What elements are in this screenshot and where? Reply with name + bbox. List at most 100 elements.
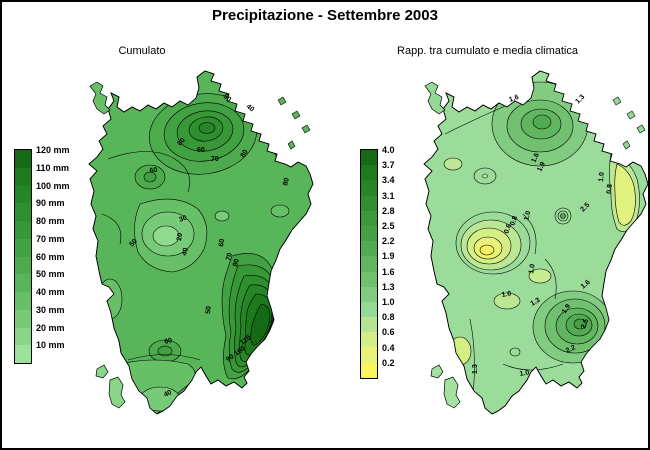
legend-swatch — [361, 362, 377, 378]
left-colorbar — [14, 149, 32, 364]
contour-label: 60 — [197, 147, 205, 154]
contour-label: 90 — [225, 353, 235, 363]
legend-label: 120 mm — [36, 145, 70, 155]
contour-label: 2.5 — [579, 202, 591, 214]
legend-label: 1.9 — [382, 251, 395, 262]
legend-swatch — [361, 225, 377, 242]
asinara-islet — [89, 81, 111, 115]
legend-swatch — [15, 221, 31, 239]
contour-label: 40 — [163, 389, 173, 399]
legend-swatch — [15, 292, 31, 310]
legend-label: 3.4 — [382, 175, 395, 186]
legend-label: 90 mm — [36, 198, 65, 209]
contour-label: 50 — [205, 306, 213, 314]
legend-swatch — [15, 185, 31, 204]
left-color-scale-legend: 120 mm 110 mm 100 mm 90 mm 80 mm 70 mm 60 mm 50… — [14, 145, 84, 365]
contour-label: 30 — [178, 215, 188, 224]
contour-label: 80 — [232, 258, 241, 267]
legend-swatch — [15, 203, 31, 221]
legend-swatch — [361, 317, 377, 333]
contour-label: 80 — [240, 149, 250, 159]
legend-swatch — [361, 180, 377, 196]
legend-swatch — [15, 256, 31, 275]
contour-label: 20 — [176, 232, 184, 241]
right-color-scale-legend: 4.0 3.7 3.4 3.1 2.8 2.5 2.2 1.9 1.6 1.3 1.0 0.8 0.6 0… — [360, 145, 430, 379]
contour-label: 1.0 — [519, 369, 530, 378]
legend-label: 1.3 — [382, 281, 395, 292]
legend-swatch — [361, 286, 377, 302]
legend-swatch — [15, 238, 31, 257]
contour-label: 40 — [245, 103, 256, 113]
legend-label: 1.6 — [382, 266, 395, 277]
legend-swatch — [361, 165, 377, 181]
contour-label: 1.3 — [530, 297, 542, 308]
legend-swatch — [15, 274, 31, 292]
contour-label: 80 — [282, 177, 291, 186]
contour-label: 60 — [149, 167, 158, 175]
contour-label: 70 — [211, 156, 219, 163]
legend-label: 1.0 — [382, 297, 395, 307]
legend-label: 20 mm — [36, 322, 65, 333]
legend-label: 2.2 — [382, 236, 395, 247]
sant-antioco-islet — [108, 376, 126, 409]
legend-label: 0.2 — [382, 357, 395, 368]
legend-swatch — [361, 256, 377, 272]
legend-label: 0.6 — [382, 327, 395, 338]
legend-swatch — [361, 271, 377, 287]
contour-label: 1.3 — [574, 94, 586, 106]
legend-label: 50 mm — [36, 269, 65, 280]
legend-label: 2.8 — [382, 205, 395, 216]
legend-label: 30 mm — [36, 304, 65, 315]
legend-swatch — [361, 332, 377, 348]
legend-label: 60 mm — [36, 251, 65, 262]
legend-label: 40 mm — [36, 287, 65, 297]
legend-swatch — [361, 301, 377, 318]
contour-label: 1.9 — [561, 303, 572, 315]
contour-label: 0.6 — [503, 223, 513, 235]
legend-label: 4.0 — [382, 145, 395, 155]
sant-antioco-islet — [443, 376, 461, 409]
contour-label: 1.0 — [598, 172, 606, 182]
right-colorbar — [360, 149, 378, 379]
contour-label: 2.2 — [565, 344, 577, 355]
legend-label: 70 mm — [36, 233, 65, 244]
northeast-islets — [612, 96, 646, 150]
legend-label: 2.5 — [382, 221, 395, 231]
asinara-islet — [424, 81, 446, 115]
contour-label: 0.8 — [509, 215, 519, 227]
contour-label: 1.6 — [508, 94, 520, 104]
legend-label: 0.4 — [382, 342, 395, 353]
contour-label: 1.0 — [528, 263, 537, 274]
legend-swatch — [15, 345, 31, 363]
contour-label: 1.0 — [523, 210, 532, 221]
contour-label: 1.3 — [472, 364, 479, 374]
legend-label: 110 mm — [36, 162, 70, 173]
contour-label: 0.8 — [606, 184, 614, 194]
contour-label: 1.9 — [536, 161, 547, 173]
legend-swatch — [15, 150, 31, 168]
san-pietro-islet — [95, 364, 109, 379]
contour-label: 1.6 — [580, 279, 592, 291]
contour-label: 60 — [218, 238, 226, 247]
contour-label: 40 — [181, 247, 190, 256]
northeast-islets — [277, 96, 311, 150]
figure-title: Precipitazione - Settembre 2003 — [212, 7, 438, 24]
legend-swatch — [361, 347, 377, 363]
legend-swatch — [361, 150, 377, 166]
legend-swatch — [15, 167, 31, 186]
right-map-sardinia-ratio: 1.6 1.31.00.81.61.91.00.80.62.51.01.01.31… — [423, 70, 648, 415]
contour-label: 80 — [176, 137, 187, 148]
legend-swatch — [361, 195, 377, 211]
contour-label: 1.6 — [530, 152, 541, 164]
legend-label: 80 mm — [36, 216, 65, 226]
right-contour-labels: 1.6 1.31.00.81.61.91.00.80.62.51.01.01.31… — [472, 94, 614, 378]
contour-label: 50 — [128, 238, 139, 249]
legend-label: 3.1 — [382, 190, 395, 201]
contour-label: 50 — [222, 93, 233, 103]
legend-swatch — [361, 241, 377, 257]
legend-label: 0.8 — [382, 312, 395, 323]
legend-swatch — [15, 309, 31, 328]
legend-label: 10 mm — [36, 340, 65, 351]
contour-label: 60 — [164, 337, 173, 346]
